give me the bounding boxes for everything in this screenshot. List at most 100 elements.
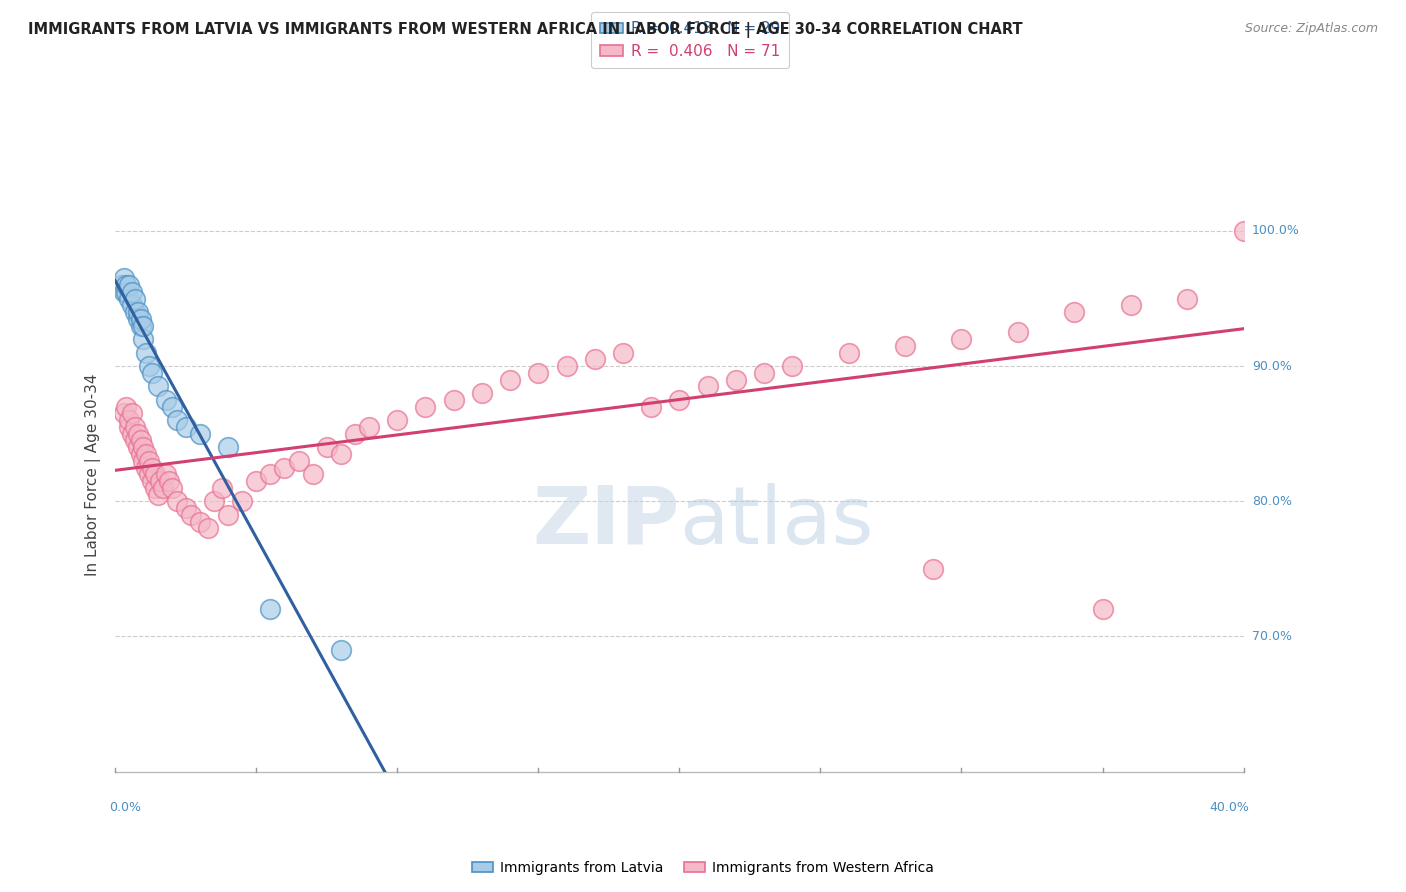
Point [127,440,149,454]
Point [612,345,634,359]
Point [146,379,169,393]
Point [155,392,177,407]
Point [152,481,174,495]
Point [112,271,135,285]
Point [174,420,197,434]
Point [1091,602,1114,616]
Point [668,392,690,407]
Point [132,318,155,333]
Point [157,474,180,488]
Point [527,366,550,380]
Point [231,494,253,508]
Point [1232,224,1254,238]
Point [118,277,141,292]
Point [124,434,146,448]
Point [146,487,169,501]
Point [287,454,309,468]
Y-axis label: In Labor Force | Age 30-34: In Labor Force | Age 30-34 [86,373,101,575]
Point [121,426,143,441]
Point [155,467,177,482]
Point [115,285,138,299]
Point [132,454,155,468]
Point [143,467,166,482]
Point [211,481,233,495]
Point [640,400,662,414]
Point [180,508,202,522]
Point [922,562,945,576]
Point [129,447,152,461]
Text: 90.0%: 90.0% [1251,359,1292,373]
Point [121,285,143,299]
Point [555,359,578,373]
Point [166,413,188,427]
Point [273,460,295,475]
Point [315,440,337,454]
Point [583,352,606,367]
Point [143,481,166,495]
Point [780,359,803,373]
Point [141,366,163,380]
Point [112,285,135,299]
Point [135,447,157,461]
Point [343,426,366,441]
Point [471,386,494,401]
Point [129,311,152,326]
Point [135,345,157,359]
Point [138,359,160,373]
Point [166,494,188,508]
Point [141,474,163,488]
Point [197,521,219,535]
Text: 0.0%: 0.0% [110,801,142,814]
Point [121,406,143,420]
Point [118,413,141,427]
Point [138,454,160,468]
Point [357,420,380,434]
Point [121,298,143,312]
Point [838,345,860,359]
Point [387,413,409,427]
Point [141,460,163,475]
Point [112,406,135,420]
Text: 100.0%: 100.0% [1251,225,1301,237]
Point [301,467,323,482]
Point [127,426,149,441]
Point [894,339,917,353]
Point [149,474,172,488]
Point [329,447,352,461]
Point [443,392,465,407]
Point [415,400,437,414]
Point [724,373,747,387]
Point [138,467,160,482]
Point [1063,305,1085,319]
Point [174,501,197,516]
Point [950,332,973,346]
Point [1175,292,1198,306]
Point [217,440,239,454]
Text: Source: ZipAtlas.com: Source: ZipAtlas.com [1244,22,1378,36]
Point [188,515,211,529]
Text: 70.0%: 70.0% [1251,630,1292,643]
Point [499,373,522,387]
Point [329,643,352,657]
Point [118,420,141,434]
Point [259,467,281,482]
Text: 80.0%: 80.0% [1251,495,1292,508]
Point [1119,298,1142,312]
Point [160,481,183,495]
Point [259,602,281,616]
Text: 40.0%: 40.0% [1209,801,1249,814]
Point [127,305,149,319]
Point [124,305,146,319]
Legend: Immigrants from Latvia, Immigrants from Western Africa: Immigrants from Latvia, Immigrants from … [467,855,939,880]
Point [245,474,267,488]
Point [127,311,149,326]
Point [217,508,239,522]
Point [696,379,718,393]
Legend: R =  0.413   N = 29, R =  0.406   N = 71: R = 0.413 N = 29, R = 0.406 N = 71 [591,12,789,68]
Point [129,318,152,333]
Point [118,292,141,306]
Point [188,426,211,441]
Text: atlas: atlas [679,483,873,561]
Point [110,277,132,292]
Point [124,292,146,306]
